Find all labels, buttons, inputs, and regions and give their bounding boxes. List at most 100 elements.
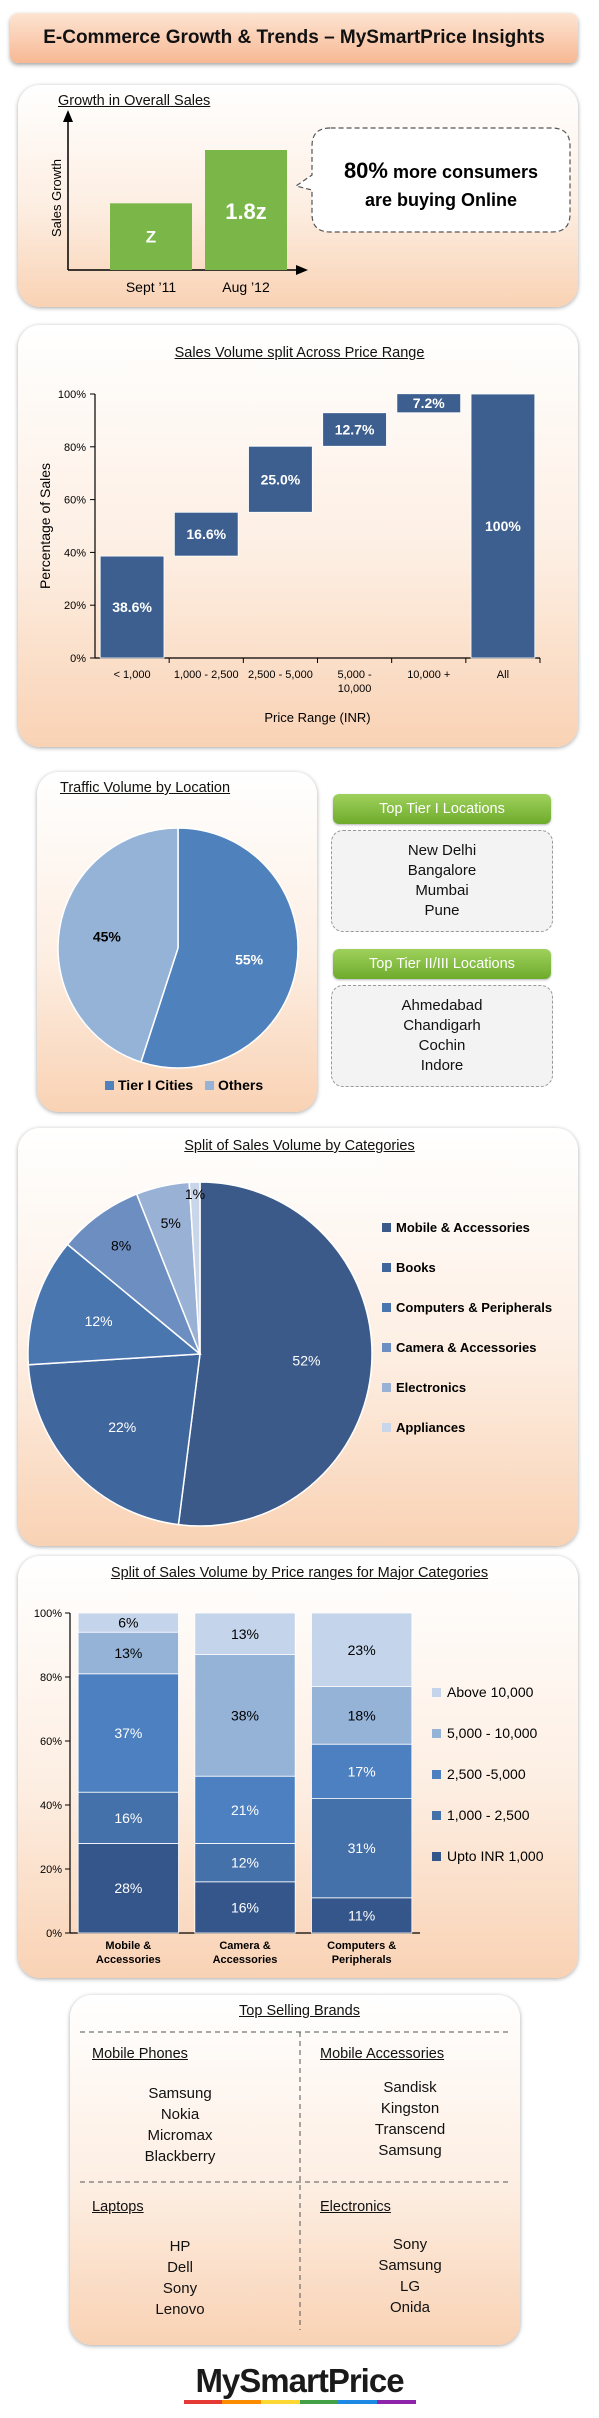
tier2-list: Ahmedabad Chandigarh Cochin Indore: [331, 985, 553, 1087]
stack-category-label-2: Computers & Peripherals: [327, 1940, 396, 1966]
stack-legend-swatch-2: [432, 1770, 441, 1779]
brand-item: Blackberry: [144, 2148, 216, 2165]
waterfall-category-label-3: 5,000 - 10,000: [337, 669, 372, 695]
category-legend-swatch-4: [382, 1383, 391, 1392]
category-legend-swatch-0: [382, 1223, 391, 1232]
brand-item: Sandisk: [383, 2079, 437, 2096]
brands-title: Top Selling Brands: [239, 2003, 360, 2019]
tier1-list: New Delhi Bangalore Mumbai Pune: [331, 830, 553, 932]
growth-title: Growth in Overall Sales: [58, 93, 211, 109]
stack-segment-2-3: [311, 1686, 413, 1745]
brand-list-electronics: Sony Samsung LG Onida: [310, 2234, 510, 2318]
stack-data-label-2-0: 11%: [348, 1907, 375, 1923]
brand-item: Transcend: [374, 2121, 446, 2138]
tier1-location-item: Mumbai: [415, 882, 469, 899]
stack-category-label-line: Camera &: [219, 1940, 270, 1952]
tier1-location-item: Bangalore: [407, 862, 477, 879]
stack-category-label-line: Accessories: [96, 1954, 161, 1966]
brand-item: Samsung: [378, 2142, 442, 2159]
stack-category-label-line: Computers &: [327, 1940, 396, 1952]
brand-list-laptops: HP Dell Sony Lenovo: [80, 2236, 280, 2320]
stack-segment-2-2: [311, 1743, 413, 1799]
traffic-data-label-0: 55%: [235, 951, 264, 967]
stack-legend-label-2: 2,500 -5,000: [447, 1766, 526, 1782]
category-slice-books: [27, 1353, 201, 1526]
growth-value-label-0: Z: [146, 228, 156, 247]
tier2-location-item: Ahmedabad: [401, 997, 483, 1014]
category-slice-mobile-accessories: [177, 1181, 373, 1527]
categories-pie-chart: 52% 22% 12% 8% 5%1% Mobile & Accessories Books…: [27, 1181, 552, 1527]
category-data-label-2: 12%: [85, 1313, 113, 1329]
growth-x-arrow: [296, 265, 308, 275]
waterfall-bar-5: [470, 393, 536, 659]
brand-item: Lenovo: [155, 2301, 205, 2318]
stack-legend-label-0: Upto INR 1,000: [447, 1848, 544, 1864]
waterfall-bar-1: [173, 511, 239, 557]
brand-group-title-electronics: Electronics: [320, 2199, 391, 2215]
stack-segment-0-3: [77, 1631, 179, 1675]
stack-legend-label-1: 1,000 - 2,500: [447, 1807, 530, 1823]
stack-category-label-line: Mobile &: [105, 1940, 151, 1952]
waterfall-category-label-1: 1,000 - 2,500: [174, 669, 239, 681]
waterfall-ytick-label-5: 100%: [58, 389, 86, 401]
stack-legend-label-4: Above 10,000: [447, 1684, 534, 1700]
stack-legend-swatch-3: [432, 1729, 441, 1738]
traffic-data-label-1: 45%: [93, 929, 122, 945]
category-legend-label-2: Computers & Peripherals: [396, 1300, 552, 1315]
stack-category-label-1: Camera & Accessories: [213, 1940, 278, 1966]
stack-legend-label-3: 5,000 - 10,000: [447, 1725, 538, 1741]
traffic-title: Traffic Volume by Location: [60, 780, 231, 796]
stack-category-label-0: Mobile & Accessories: [96, 1940, 161, 1966]
brand-item: Dell: [167, 2259, 193, 2276]
stack-data-label-1-2: 21%: [231, 1802, 259, 1818]
category-legend-label-5: Appliances: [396, 1420, 465, 1435]
stack-data-label-2-3: 18%: [348, 1707, 376, 1723]
stack-legend-swatch-1: [432, 1811, 441, 1820]
traffic-pie-chart: 55% 45% Tier I Cities Others: [57, 827, 299, 1093]
waterfall-ytick-label-0: 0%: [70, 653, 86, 665]
stack-data-label-0-2: 37%: [114, 1725, 142, 1741]
traffic-legend-swatch-0: [105, 1081, 114, 1090]
stack-segment-1-4: [194, 1612, 296, 1655]
stack-data-label-0-3: 13%: [114, 1645, 142, 1661]
brand-item: Nokia: [160, 2106, 200, 2123]
waterfall-ylabel: Percentage of Sales: [37, 463, 53, 589]
stack-segment-1-0: [194, 1881, 296, 1934]
brand-item: Kingston: [380, 2100, 440, 2117]
stack-ytick-label-4: 80%: [40, 1672, 62, 1684]
brand-item: Samsung: [148, 2085, 212, 2102]
brand-group-title-mobile-phones: Mobile Phones: [92, 2046, 188, 2062]
stack-segment-0-0: [77, 1843, 179, 1934]
traffic-slice-tier-i-cities: [139, 827, 299, 1069]
stack-data-label-2-2: 17%: [348, 1763, 376, 1779]
stack-legend-swatch-0: [432, 1852, 441, 1861]
traffic-slice-others: [57, 827, 179, 1064]
brand-list-mobile-accessories: Sandisk Kingston Transcend Samsung: [310, 2077, 510, 2161]
brands-dividers: [80, 2031, 510, 2330]
price-category-title: Split of Sales Volume by Price ranges fo…: [110, 1565, 489, 1581]
brand-list-mobile-phones: Samsung Nokia Micromax Blackberry: [80, 2083, 280, 2167]
stack-ytick-label-3: 60%: [40, 1736, 62, 1748]
growth-callout-bubble: [294, 127, 571, 233]
stack-segment-2-4: [311, 1612, 413, 1687]
growth-callout-line2: are buying Online: [365, 190, 517, 210]
stack-data-label-0-0: 28%: [114, 1880, 142, 1896]
page-title-bar: E-Commerce Growth & Trends – MySmartPric…: [10, 13, 578, 63]
waterfall-category-label-part: 5,000 -: [337, 669, 372, 681]
waterfall-data-label-2: 25.0%: [261, 471, 301, 487]
growth-callout-line1: 80% more consumers: [344, 158, 538, 183]
tier2-location-item: Indore: [420, 1057, 464, 1074]
waterfall-category-label-5: All: [497, 669, 509, 681]
growth-bar-sept-11: [110, 203, 192, 270]
traffic-legend-label-1: Others: [218, 1077, 263, 1093]
category-legend-label-0: Mobile & Accessories: [396, 1220, 530, 1235]
stack-category-label-line: Accessories: [213, 1954, 278, 1966]
category-data-label-4: 5%: [161, 1215, 181, 1231]
tier1-location-item: Pune: [424, 902, 460, 919]
brand-item: Sony: [162, 2280, 198, 2297]
waterfall-title: Sales Volume split Across Price Range: [174, 345, 425, 361]
waterfall-data-label-1: 16.6%: [186, 526, 226, 542]
brand-item: Samsung: [378, 2257, 442, 2274]
growth-category-label-0: Sept ’11: [126, 279, 177, 295]
